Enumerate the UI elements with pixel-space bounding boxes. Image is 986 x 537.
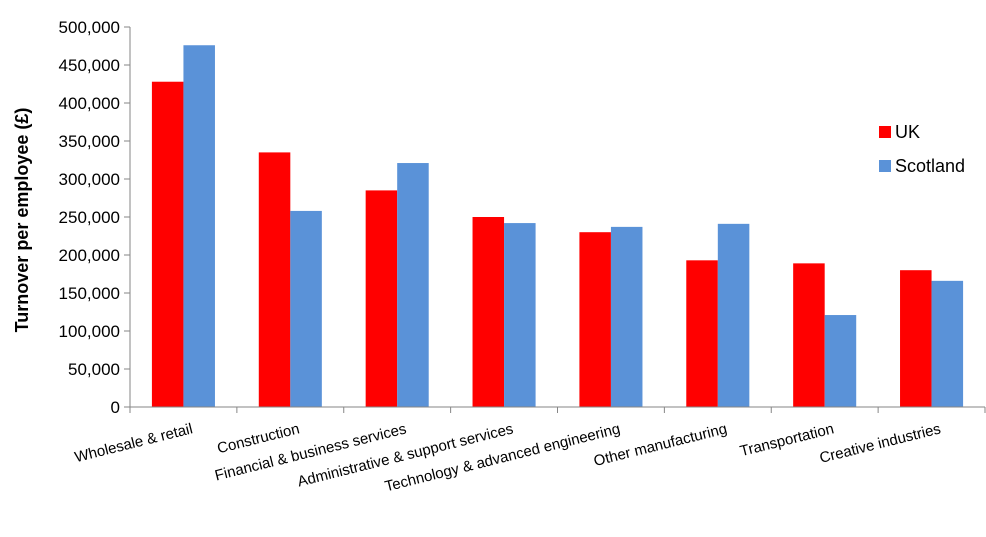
legend-swatch-scotland: [879, 160, 891, 172]
legend: UK Scotland: [879, 122, 965, 176]
bar-uk: [258, 152, 291, 407]
y-tick-label: 0: [111, 398, 120, 417]
bar-scotland: [610, 226, 643, 407]
bar-scotland: [824, 315, 857, 407]
legend-label-uk: UK: [895, 122, 920, 142]
x-category-label: Creative industries: [818, 420, 943, 467]
x-axis-ticks: Wholesale & retail ConstructionFinancial …: [73, 407, 986, 495]
bar-uk: [365, 190, 398, 407]
x-category-label: Wholesale & retail: [73, 420, 194, 466]
y-tick-label: 250,000: [59, 208, 120, 227]
y-tick-label: 300,000: [59, 170, 120, 189]
y-axis-ticks: 0 50,000 100,000 150,000 200,000 250,000 300,0…: [59, 18, 130, 417]
bar-uk: [579, 232, 611, 407]
bar-uk: [151, 81, 184, 407]
bar-uk: [900, 270, 932, 407]
y-tick-label: 400,000: [59, 94, 120, 113]
y-tick-label: 450,000: [59, 56, 120, 75]
y-tick-label: 350,000: [59, 132, 120, 151]
bar-uk: [686, 260, 718, 407]
y-tick-label: 200,000: [59, 246, 120, 265]
bar-scotland: [504, 223, 536, 407]
y-tick-label: 500,000: [59, 18, 120, 37]
bar-scotland: [397, 163, 429, 407]
bar-scotland: [290, 210, 322, 407]
bar-uk: [472, 217, 505, 407]
y-tick-label: 50,000: [68, 360, 120, 379]
y-tick-label: 150,000: [59, 284, 120, 303]
legend-label-scotland: Scotland: [895, 156, 965, 176]
bar-scotland: [717, 223, 750, 407]
y-axis-title: Turnover per employee (£): [12, 108, 32, 333]
legend-swatch-uk: [879, 126, 891, 138]
bar-scotland: [931, 280, 964, 407]
y-tick-label: 100,000: [59, 322, 120, 341]
bar-scotland: [183, 45, 215, 408]
bar-uk: [793, 263, 825, 407]
bars: [151, 45, 964, 408]
